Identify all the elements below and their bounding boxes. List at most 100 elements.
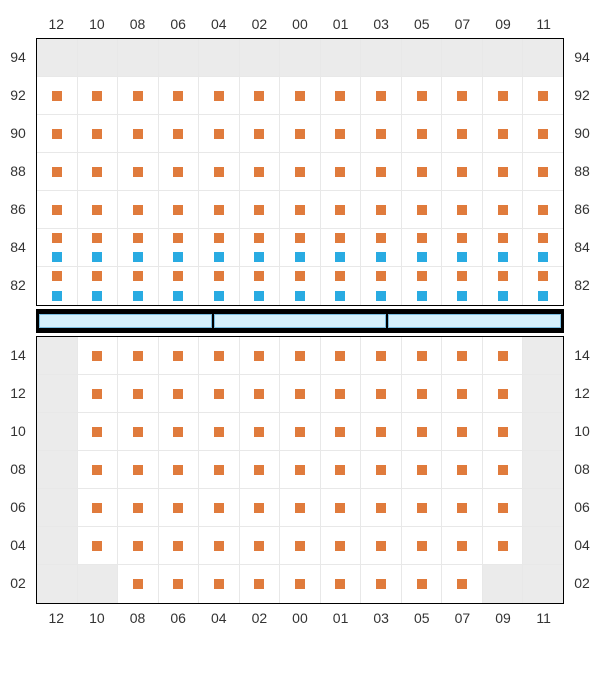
seat-marker-orange[interactable] (457, 91, 467, 101)
seat-marker-orange[interactable] (214, 167, 224, 177)
seat-marker-orange[interactable] (92, 91, 102, 101)
seat-marker-blue[interactable] (376, 252, 386, 262)
seat-cell[interactable] (118, 115, 159, 152)
seat-marker-orange[interactable] (457, 427, 467, 437)
seat-cell[interactable] (442, 527, 483, 564)
seat-cell[interactable] (159, 267, 200, 305)
seat-marker-orange[interactable] (133, 427, 143, 437)
seat-cell[interactable] (159, 153, 200, 190)
seat-marker-orange[interactable] (254, 205, 264, 215)
seat-cell[interactable] (483, 267, 524, 305)
seat-cell[interactable] (483, 451, 524, 488)
seat-marker-orange[interactable] (173, 427, 183, 437)
seat-marker-orange[interactable] (376, 91, 386, 101)
seat-marker-orange[interactable] (52, 167, 62, 177)
seat-cell[interactable] (402, 527, 443, 564)
seat-marker-orange[interactable] (92, 205, 102, 215)
seat-cell[interactable] (199, 375, 240, 412)
seat-marker-orange[interactable] (376, 129, 386, 139)
seat-marker-blue[interactable] (52, 252, 62, 262)
seat-marker-orange[interactable] (92, 465, 102, 475)
seat-marker-blue[interactable] (133, 291, 143, 301)
seat-marker-orange[interactable] (335, 129, 345, 139)
seat-marker-orange[interactable] (133, 503, 143, 513)
seat-marker-orange[interactable] (92, 427, 102, 437)
seat-cell[interactable] (159, 191, 200, 228)
seat-marker-orange[interactable] (335, 427, 345, 437)
seat-cell[interactable] (159, 527, 200, 564)
seat-marker-orange[interactable] (214, 129, 224, 139)
seat-marker-orange[interactable] (376, 465, 386, 475)
seat-cell[interactable] (159, 451, 200, 488)
seat-marker-orange[interactable] (417, 427, 427, 437)
seat-marker-orange[interactable] (498, 205, 508, 215)
seat-cell[interactable] (78, 267, 119, 305)
seat-cell[interactable] (199, 191, 240, 228)
seat-marker-orange[interactable] (376, 233, 386, 243)
seat-cell[interactable] (483, 527, 524, 564)
seat-cell[interactable] (78, 77, 119, 114)
seat-marker-blue[interactable] (457, 252, 467, 262)
seat-cell[interactable] (483, 77, 524, 114)
seat-cell[interactable] (523, 191, 563, 228)
seat-marker-orange[interactable] (457, 465, 467, 475)
seat-marker-blue[interactable] (498, 252, 508, 262)
seat-cell[interactable] (199, 267, 240, 305)
seat-cell[interactable] (159, 229, 200, 266)
seat-marker-blue[interactable] (133, 252, 143, 262)
seat-marker-orange[interactable] (417, 205, 427, 215)
seat-marker-orange[interactable] (173, 351, 183, 361)
seat-marker-orange[interactable] (52, 129, 62, 139)
seat-cell[interactable] (280, 229, 321, 266)
seat-marker-orange[interactable] (295, 271, 305, 281)
seat-marker-orange[interactable] (457, 541, 467, 551)
seat-cell[interactable] (442, 337, 483, 374)
seat-marker-orange[interactable] (538, 167, 548, 177)
seat-marker-orange[interactable] (335, 579, 345, 589)
seat-cell[interactable] (240, 229, 281, 266)
seat-marker-orange[interactable] (52, 91, 62, 101)
seat-marker-orange[interactable] (214, 465, 224, 475)
seat-marker-blue[interactable] (295, 252, 305, 262)
seat-marker-orange[interactable] (457, 129, 467, 139)
seat-marker-orange[interactable] (335, 541, 345, 551)
seat-marker-orange[interactable] (254, 503, 264, 513)
seat-marker-orange[interactable] (376, 427, 386, 437)
seat-marker-blue[interactable] (254, 291, 264, 301)
seat-cell[interactable] (361, 337, 402, 374)
seat-cell[interactable] (240, 267, 281, 305)
seat-cell[interactable] (37, 229, 78, 266)
seat-marker-blue[interactable] (52, 291, 62, 301)
seat-marker-orange[interactable] (335, 389, 345, 399)
seat-marker-orange[interactable] (498, 91, 508, 101)
seat-marker-orange[interactable] (214, 91, 224, 101)
seat-marker-orange[interactable] (376, 351, 386, 361)
seat-marker-orange[interactable] (417, 233, 427, 243)
seat-cell[interactable] (361, 413, 402, 450)
seat-marker-orange[interactable] (498, 351, 508, 361)
seat-cell[interactable] (199, 527, 240, 564)
seat-marker-orange[interactable] (417, 503, 427, 513)
seat-cell[interactable] (442, 229, 483, 266)
seat-marker-orange[interactable] (133, 167, 143, 177)
seat-marker-orange[interactable] (133, 233, 143, 243)
seat-marker-orange[interactable] (254, 233, 264, 243)
seat-marker-orange[interactable] (92, 233, 102, 243)
seat-cell[interactable] (402, 115, 443, 152)
seat-cell[interactable] (199, 337, 240, 374)
seat-cell[interactable] (199, 229, 240, 266)
seat-marker-orange[interactable] (295, 389, 305, 399)
seat-marker-orange[interactable] (335, 205, 345, 215)
seat-cell[interactable] (402, 191, 443, 228)
seat-marker-orange[interactable] (376, 167, 386, 177)
seat-cell[interactable] (321, 489, 362, 526)
seat-marker-orange[interactable] (417, 389, 427, 399)
seat-cell[interactable] (240, 191, 281, 228)
seat-marker-orange[interactable] (133, 271, 143, 281)
seat-cell[interactable] (118, 451, 159, 488)
seat-cell[interactable] (483, 337, 524, 374)
seat-cell[interactable] (240, 153, 281, 190)
seat-cell[interactable] (280, 77, 321, 114)
seat-marker-orange[interactable] (538, 129, 548, 139)
seat-marker-orange[interactable] (92, 351, 102, 361)
